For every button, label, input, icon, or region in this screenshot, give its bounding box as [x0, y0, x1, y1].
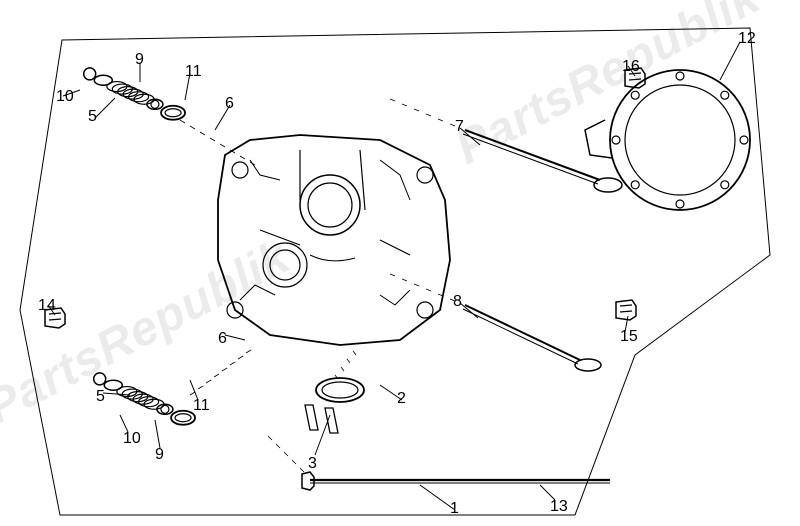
callout-13: 13 — [550, 498, 568, 516]
callout-11: 11 — [193, 397, 210, 415]
callout-7: 7 — [455, 118, 464, 136]
callout-5: 5 — [96, 388, 105, 406]
callout-16: 16 — [622, 58, 640, 76]
callout-6: 6 — [218, 330, 227, 348]
callout-1: 1 — [450, 500, 459, 518]
callout-5: 5 — [88, 108, 97, 126]
callout-9: 9 — [155, 446, 164, 464]
callout-10: 10 — [56, 88, 74, 106]
callout-3: 3 — [308, 455, 317, 473]
callout-14: 14 — [38, 297, 56, 315]
callout-10: 10 — [123, 430, 141, 448]
technical-drawing — [0, 0, 800, 526]
callout-11: 11 — [185, 63, 202, 81]
callout-2: 2 — [397, 390, 406, 408]
callout-15: 15 — [620, 328, 638, 346]
callout-12: 12 — [738, 30, 756, 48]
callout-9: 9 — [135, 51, 144, 69]
callout-6: 6 — [225, 95, 234, 113]
callout-8: 8 — [453, 293, 462, 311]
